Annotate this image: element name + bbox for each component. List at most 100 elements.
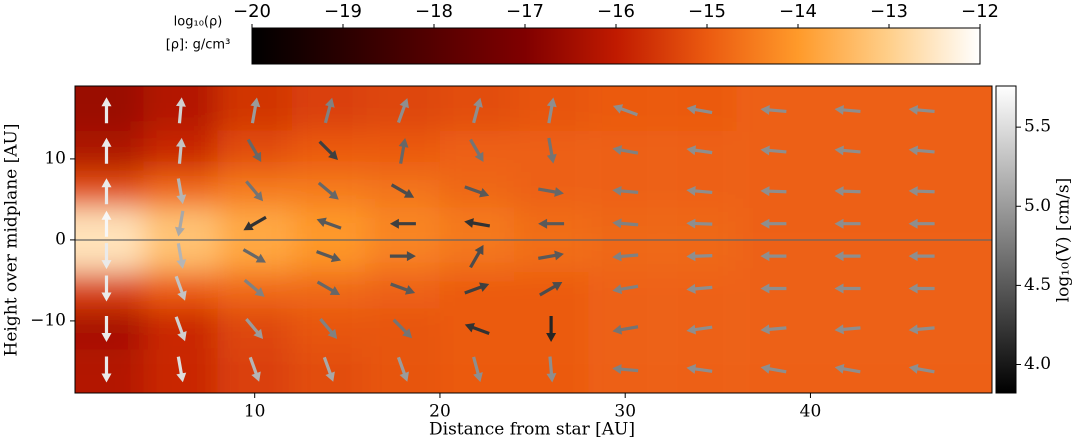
density-cell: [884, 207, 992, 240]
density-tick-label: −12: [961, 1, 999, 22]
velocity-arrow: [174, 316, 187, 342]
velocity-arrow: [390, 282, 416, 295]
density-cell: [884, 86, 992, 131]
velocity-tick-label: 5.5: [1024, 117, 1051, 137]
velocity-arrow: [834, 324, 861, 335]
velocity-arrow: [464, 282, 490, 295]
velocity-arrows: [101, 97, 935, 383]
velocity-arrow: [242, 248, 266, 263]
velocity-arrow: [316, 280, 341, 296]
velocity-arrow: [686, 251, 713, 262]
velocity-arrow: [322, 356, 335, 382]
velocity-arrow: [101, 356, 112, 383]
density-cell: [75, 349, 144, 393]
velocity-arrow: [612, 145, 639, 156]
velocity-arrow: [174, 210, 185, 237]
density-cell: [439, 272, 515, 309]
y-tick-label: −10: [30, 310, 66, 330]
velocity-arrow: [176, 243, 187, 269]
velocity-arrow: [834, 283, 861, 294]
density-tick-label: −15: [688, 1, 726, 22]
velocity-arrow: [469, 138, 484, 163]
velocity-arrow: [101, 178, 112, 205]
velocity-arrow: [176, 356, 187, 383]
velocity-arrow: [760, 145, 787, 156]
velocity-arrow: [316, 217, 342, 230]
velocity-arrow: [908, 324, 935, 335]
x-tick-label: 20: [429, 402, 451, 422]
density-cell: [810, 349, 885, 393]
density-cell: [736, 171, 811, 208]
x-axis-label: Distance from star [AU]: [429, 420, 635, 440]
density-cell: [75, 86, 144, 131]
density-cell: [884, 272, 992, 309]
density-cell: [514, 272, 589, 309]
velocity-arrow: [396, 98, 409, 124]
velocity-arrow: [834, 145, 861, 156]
x-tick-label: 30: [614, 402, 636, 422]
density-cell: [662, 272, 737, 309]
velocity-arrow: [908, 363, 935, 374]
velocity-arrow: [834, 363, 861, 374]
velocity-arrow: [546, 356, 557, 383]
density-colorbar: [251, 27, 981, 65]
velocity-arrow: [243, 278, 265, 297]
velocity-arrow: [760, 283, 787, 294]
velocity-arrow: [546, 316, 557, 343]
velocity-arrow: [686, 283, 713, 294]
velocity-arrow: [101, 97, 112, 124]
velocity-arrow: [686, 145, 713, 156]
velocity-arrow: [464, 218, 491, 228]
velocity-arrow: [612, 251, 639, 262]
density-cell: [884, 349, 992, 393]
density-cell: [75, 239, 144, 273]
density-tick-label: −18: [415, 1, 453, 22]
velocity-arrow: [101, 210, 112, 237]
density-cell: [588, 86, 663, 131]
velocity-arrow: [908, 218, 935, 229]
density-cell: [662, 86, 737, 131]
velocity-arrow: [389, 218, 416, 229]
density-cell: [884, 239, 992, 273]
density-cell: [810, 171, 885, 208]
velocity-colorbar: [995, 85, 1017, 394]
velocity-arrow: [390, 183, 415, 198]
velocity-arrow: [472, 97, 483, 124]
density-cell: [588, 272, 663, 309]
density-cell: [439, 171, 515, 208]
velocity-arrow: [834, 251, 861, 262]
velocity-arrow: [834, 186, 861, 197]
density-cell: [75, 130, 144, 172]
velocity-arrow: [398, 137, 409, 164]
velocity-arrow: [612, 324, 639, 335]
density-unit-label: [ρ]: g/cm³: [166, 38, 231, 53]
velocity-arrow: [316, 250, 342, 263]
velocity-arrow: [686, 185, 713, 196]
density-cell: [662, 171, 737, 208]
velocity-arrow: [392, 318, 413, 339]
density-tick-label: −14: [779, 1, 817, 22]
density-cell: [884, 130, 992, 172]
velocity-arrow: [546, 137, 557, 164]
velocity-tick-label: 4.0: [1024, 354, 1051, 374]
velocity-arrow: [101, 316, 112, 343]
density-label: log₁₀(ρ): [174, 15, 223, 30]
velocity-arrow: [101, 275, 112, 302]
velocity-arrow: [389, 251, 416, 262]
velocity-arrow: [760, 186, 787, 197]
velocity-arrow: [472, 356, 483, 383]
velocity-arrow: [546, 97, 557, 124]
density-tick-label: −13: [870, 1, 908, 22]
density-cell: [365, 272, 440, 309]
velocity-arrow: [464, 185, 490, 198]
velocity-arrow: [760, 251, 787, 262]
velocity-arrow: [908, 283, 935, 294]
velocity-arrow: [908, 145, 935, 156]
density-cell: [588, 171, 663, 208]
velocity-arrow: [538, 187, 564, 197]
density-cell: [884, 308, 992, 350]
velocity-arrow: [908, 186, 935, 197]
velocity-arrow: [539, 282, 563, 297]
velocity-arrow: [245, 180, 264, 202]
